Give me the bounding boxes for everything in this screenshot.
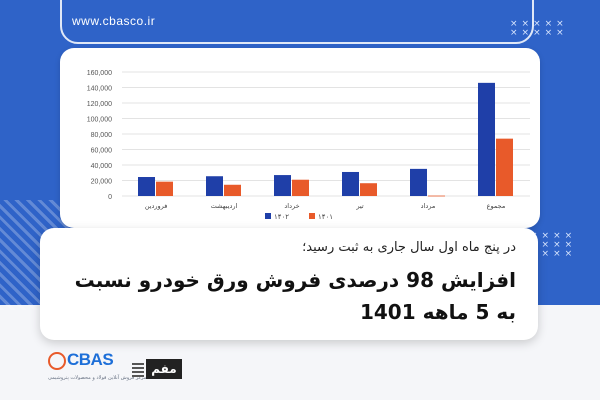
- bar-series-1: [206, 176, 223, 196]
- y-tick-label: 80,000: [91, 132, 113, 139]
- partner-logo: مفم: [132, 355, 184, 383]
- x-tick-label: مرداد: [421, 202, 436, 210]
- x-tick-label: خرداد: [284, 202, 299, 210]
- decorative-cross-pattern-lower: ×××× ×××× ××××: [530, 231, 577, 259]
- bar-series-2: [224, 184, 241, 196]
- y-tick-label: 60,000: [91, 148, 113, 155]
- bar-series-1: [410, 168, 427, 196]
- y-tick-label: 40,000: [91, 163, 113, 170]
- cbas-logo-tagline: مرکز فروش آنلاین فولاد و محصولات پتروشیم…: [48, 375, 147, 381]
- headline-subtitle: در پنج ماه اول سال جاری به ثبت رسید؛: [302, 240, 516, 255]
- legend-label: ۱۴۰۱: [318, 213, 333, 221]
- y-tick-label: 160,000: [87, 70, 112, 77]
- bar-series-2: [428, 195, 445, 197]
- legend-swatch: [309, 213, 315, 219]
- decorative-frame: [60, 0, 534, 44]
- bar-series-1: [138, 177, 155, 196]
- x-tick-label: فروردین: [145, 202, 168, 210]
- logo-ring-icon: [48, 351, 66, 370]
- x-tick-label: مجموع: [487, 202, 506, 210]
- legend-label: ۱۴۰۲: [274, 213, 289, 221]
- y-tick-label: 20,000: [91, 179, 113, 186]
- cbas-logo: CBAS مرکز فروش آنلاین فولاد و محصولات پت…: [48, 350, 146, 390]
- headline-title: افزایش 98 درصدی فروش ورق خودرو نسبت به 5…: [74, 268, 516, 324]
- bar-series-1: [274, 175, 291, 196]
- headline-card: در پنج ماه اول سال جاری به ثبت رسید؛ افز…: [40, 228, 538, 340]
- y-tick-label: 100,000: [87, 117, 112, 124]
- bar-series-2: [360, 183, 377, 196]
- y-tick-label: 140,000: [87, 86, 112, 93]
- chart-card: 0 20,000 40,000 60,000 80,000 100,000 120,000 1…: [60, 48, 540, 228]
- x-tick-label: اردیبهشت: [211, 202, 238, 210]
- bar-series-2: [156, 181, 173, 196]
- bar-chart: 0 20,000 40,000 60,000 80,000 100,000 120,000 1…: [87, 70, 530, 221]
- cbas-logo-text: CBAS: [67, 350, 114, 369]
- partner-logo-bars-icon: [132, 361, 144, 377]
- decorative-cross-pattern: ××××× ×××××: [510, 19, 568, 38]
- bar-series-1: [478, 82, 495, 196]
- bar-series-2: [496, 138, 513, 196]
- legend-swatch: [265, 213, 271, 219]
- y-tick-label: 120,000: [87, 101, 112, 108]
- bar-series-2: [292, 179, 309, 196]
- bar-series-1: [342, 171, 359, 196]
- x-tick-label: تیر: [355, 202, 364, 210]
- site-url: www.cbasco.ir: [72, 14, 156, 28]
- y-tick-label: 0: [108, 194, 112, 201]
- partner-logo-text: مفم: [146, 359, 182, 379]
